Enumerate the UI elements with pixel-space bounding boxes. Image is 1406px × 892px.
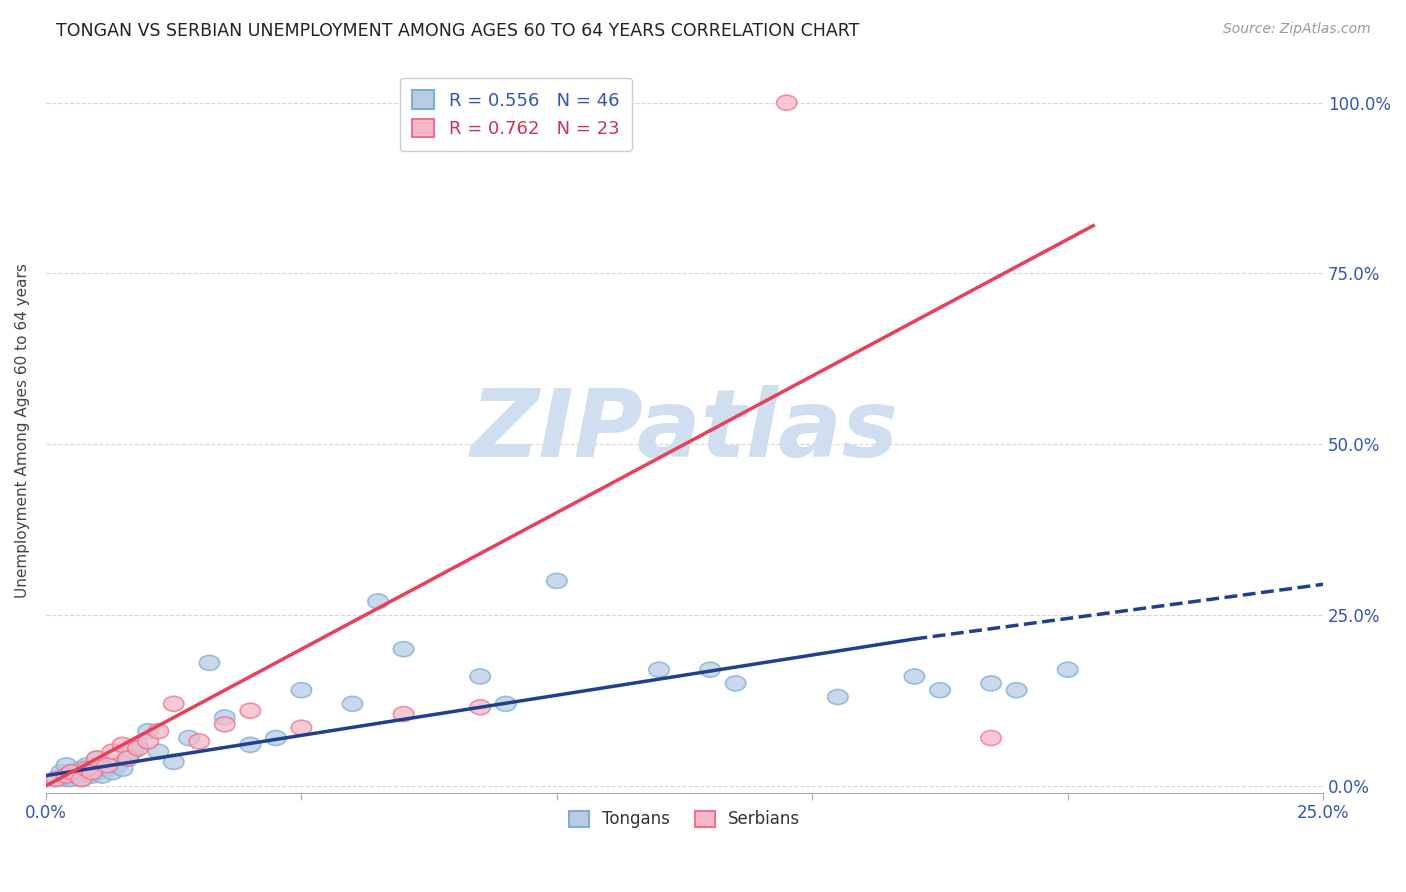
Ellipse shape xyxy=(107,758,128,772)
Ellipse shape xyxy=(394,641,413,657)
Ellipse shape xyxy=(56,772,76,787)
Ellipse shape xyxy=(91,768,112,783)
Ellipse shape xyxy=(118,751,138,766)
Ellipse shape xyxy=(122,744,143,759)
Ellipse shape xyxy=(547,574,567,589)
Ellipse shape xyxy=(291,720,312,735)
Ellipse shape xyxy=(62,764,82,780)
Ellipse shape xyxy=(87,751,107,766)
Ellipse shape xyxy=(981,676,1001,691)
Ellipse shape xyxy=(648,662,669,677)
Ellipse shape xyxy=(87,764,107,780)
Ellipse shape xyxy=(179,731,200,746)
Ellipse shape xyxy=(118,751,138,766)
Ellipse shape xyxy=(56,758,76,772)
Ellipse shape xyxy=(82,764,103,780)
Ellipse shape xyxy=(46,772,66,787)
Ellipse shape xyxy=(82,768,103,783)
Ellipse shape xyxy=(1007,682,1026,698)
Ellipse shape xyxy=(87,751,107,766)
Ellipse shape xyxy=(495,697,516,711)
Ellipse shape xyxy=(981,731,1001,746)
Ellipse shape xyxy=(240,703,260,718)
Ellipse shape xyxy=(200,656,219,671)
Ellipse shape xyxy=(700,662,720,677)
Ellipse shape xyxy=(128,738,148,752)
Legend: Tongans, Serbians: Tongans, Serbians xyxy=(562,804,807,835)
Ellipse shape xyxy=(163,697,184,711)
Ellipse shape xyxy=(394,706,413,722)
Ellipse shape xyxy=(470,699,491,714)
Y-axis label: Unemployment Among Ages 60 to 64 years: Unemployment Among Ages 60 to 64 years xyxy=(15,263,30,598)
Ellipse shape xyxy=(62,764,82,780)
Ellipse shape xyxy=(240,738,260,752)
Ellipse shape xyxy=(138,723,159,739)
Ellipse shape xyxy=(138,734,159,749)
Ellipse shape xyxy=(72,772,91,787)
Ellipse shape xyxy=(72,772,91,787)
Ellipse shape xyxy=(266,731,285,746)
Ellipse shape xyxy=(1057,662,1078,677)
Text: ZIPatlas: ZIPatlas xyxy=(471,384,898,476)
Ellipse shape xyxy=(904,669,925,684)
Ellipse shape xyxy=(103,744,122,759)
Ellipse shape xyxy=(148,744,169,759)
Ellipse shape xyxy=(97,761,118,776)
Ellipse shape xyxy=(76,761,97,776)
Ellipse shape xyxy=(342,697,363,711)
Ellipse shape xyxy=(97,758,118,772)
Ellipse shape xyxy=(62,772,82,787)
Ellipse shape xyxy=(470,669,491,684)
Ellipse shape xyxy=(46,772,66,787)
Ellipse shape xyxy=(76,764,97,780)
Ellipse shape xyxy=(76,758,97,772)
Ellipse shape xyxy=(215,710,235,725)
Ellipse shape xyxy=(112,738,132,752)
Ellipse shape xyxy=(215,717,235,731)
Ellipse shape xyxy=(112,761,132,776)
Text: TONGAN VS SERBIAN UNEMPLOYMENT AMONG AGES 60 TO 64 YEARS CORRELATION CHART: TONGAN VS SERBIAN UNEMPLOYMENT AMONG AGE… xyxy=(56,22,859,40)
Ellipse shape xyxy=(72,761,91,776)
Ellipse shape xyxy=(828,690,848,705)
Ellipse shape xyxy=(163,755,184,770)
Ellipse shape xyxy=(188,734,209,749)
Ellipse shape xyxy=(725,676,745,691)
Ellipse shape xyxy=(103,764,122,780)
Ellipse shape xyxy=(66,768,87,783)
Text: Source: ZipAtlas.com: Source: ZipAtlas.com xyxy=(1223,22,1371,37)
Ellipse shape xyxy=(291,682,312,698)
Ellipse shape xyxy=(148,723,169,739)
Ellipse shape xyxy=(51,764,72,780)
Ellipse shape xyxy=(368,594,388,609)
Ellipse shape xyxy=(929,682,950,698)
Ellipse shape xyxy=(56,768,76,783)
Ellipse shape xyxy=(128,740,148,756)
Ellipse shape xyxy=(776,95,797,111)
